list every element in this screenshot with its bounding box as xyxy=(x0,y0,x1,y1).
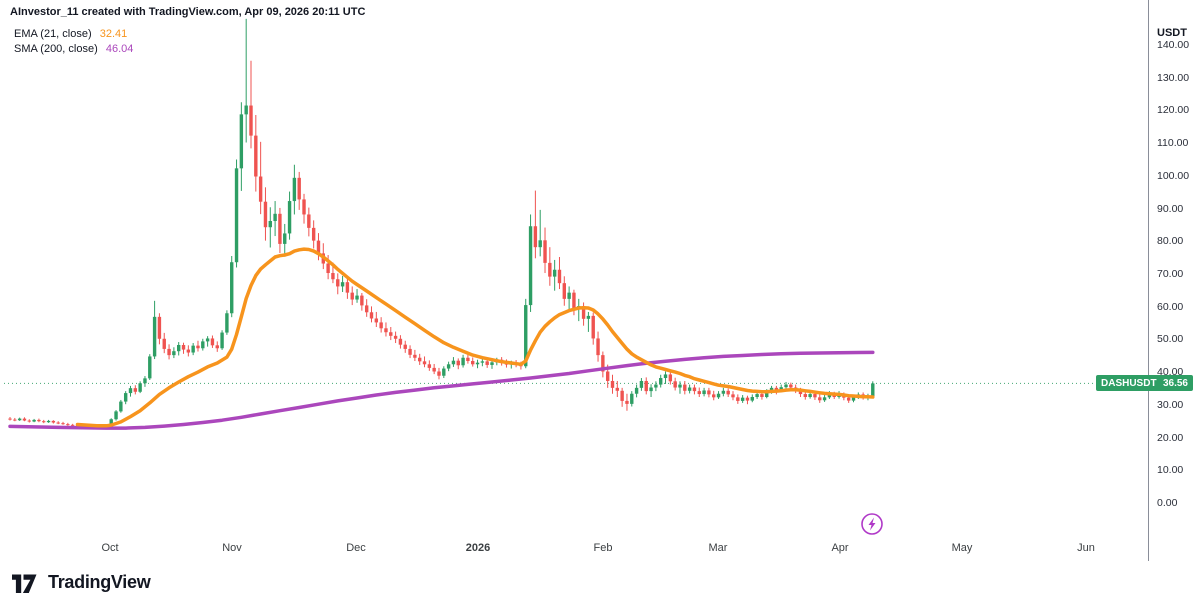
tradingview-logo-text: TradingView xyxy=(48,571,151,592)
price-tick-label: 120.00 xyxy=(1157,104,1190,117)
time-tick-label: 2026 xyxy=(465,542,491,554)
price-tick-label: 90.00 xyxy=(1157,202,1184,215)
price-tick-label: 10.00 xyxy=(1157,464,1184,477)
badge-symbol: DASHUSDT xyxy=(1101,377,1157,389)
sma-label: SMA (200, close) xyxy=(14,43,98,55)
time-axis[interactable]: Oct Nov Dec 2026 Feb Mar Apr May Jun xyxy=(0,538,1148,560)
candles xyxy=(8,18,875,430)
indicator-legend: EMA (21, close) 32.41 SMA (200, close) 4… xyxy=(14,27,133,57)
badge-price: 36.56 xyxy=(1162,377,1188,389)
sma-line xyxy=(8,350,875,430)
ema-label: EMA (21, close) xyxy=(14,28,92,40)
sma-value: 46.04 xyxy=(105,43,134,55)
price-tick-label: 110.00 xyxy=(1157,137,1189,150)
legend-ema-row[interactable]: EMA (21, close) 32.41 xyxy=(14,27,133,42)
price-tick-label: 0.00 xyxy=(1157,497,1178,509)
price-tick-label: 40.00 xyxy=(1157,366,1184,379)
tradingview-mark-icon xyxy=(12,574,37,593)
price-tick-label: 50.00 xyxy=(1157,333,1184,346)
footer-bar: TradingView xyxy=(0,561,1199,609)
lightning-marker-icon[interactable] xyxy=(861,513,883,535)
price-tick-label: 80.00 xyxy=(1157,235,1184,248)
time-tick-label: Jun xyxy=(1077,542,1095,554)
price-chart[interactable] xyxy=(0,0,1148,561)
ema-value: 32.41 xyxy=(99,28,128,40)
time-tick-label: Oct xyxy=(101,542,119,554)
price-badge: DASHUSDT 36.56 xyxy=(1096,375,1193,392)
price-tick-label: 130.00 xyxy=(1157,71,1190,84)
time-tick-label: Feb xyxy=(593,542,613,554)
time-tick-label: May xyxy=(951,542,973,554)
price-tick-label: 70.00 xyxy=(1157,268,1184,280)
price-tick-label: 60.00 xyxy=(1157,300,1184,313)
tradingview-logo[interactable]: TradingView xyxy=(12,570,151,594)
ema-line xyxy=(75,247,875,428)
price-axis[interactable]: USDT 140.00 130.00 120.00 110.00 100.00 90.00… xyxy=(1148,0,1199,561)
time-tick-label: Apr xyxy=(831,542,849,554)
legend-sma-row[interactable]: SMA (200, close) 46.04 xyxy=(14,42,133,57)
price-tick-label: 100.00 xyxy=(1157,169,1190,182)
price-tick-label: 140.00 xyxy=(1157,39,1190,51)
time-tick-label: Mar xyxy=(708,542,728,554)
time-tick-label: Dec xyxy=(346,542,366,554)
price-tick-label: 20.00 xyxy=(1157,431,1184,444)
price-axis-currency: USDT xyxy=(1157,27,1187,39)
attribution-text: AInvestor_11 created with TradingView.co… xyxy=(10,6,366,18)
time-tick-label: Nov xyxy=(222,542,242,554)
price-tick-label: 30.00 xyxy=(1157,398,1184,411)
